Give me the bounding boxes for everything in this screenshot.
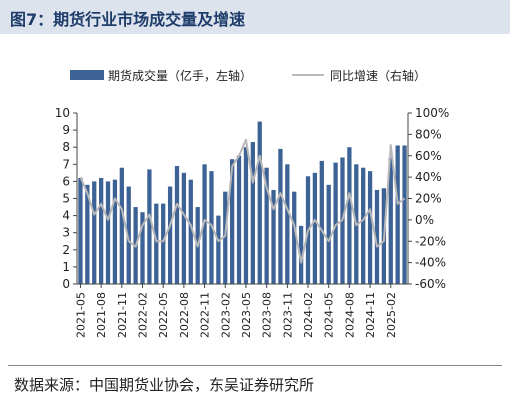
line-series [79,138,406,264]
bar-2024-11 [367,171,373,284]
x-tick-label: 2023-11 [281,292,294,338]
bar-2023-06 [250,142,255,284]
bar-2024-01 [298,225,304,284]
bar-series [78,121,407,284]
left-tick-label: 6 [62,174,70,188]
bar-2022-06 [167,186,173,284]
bar-2021-10 [112,179,118,284]
legend: 期货成交量（亿手，左轴） 同比增速（右轴） [70,68,426,83]
legend-swatch-bar [70,70,104,80]
left-tick-label: 1 [62,260,70,274]
left-tick-label: 0 [62,277,70,291]
x-tick-label: 2025-02 [385,292,398,338]
bar-2021-12 [126,186,131,284]
bar-2023-09 [271,189,276,284]
left-tick-label: 9 [62,123,70,137]
right-tick-label: 0% [415,213,434,227]
right-tick-label: -40% [415,256,446,270]
x-tick-label: 2024-08 [343,292,356,338]
bar-2023-03 [230,159,235,284]
bar-2021-11 [119,167,124,284]
x-tick-label: 2022-08 [178,292,191,338]
footer-rule [8,365,502,366]
x-tick-label: 2024-05 [323,292,336,338]
right-tick-label: -20% [415,234,446,248]
source-note: 数据来源：中国期货业协会，东吴证券研究所 [14,376,315,394]
bar-2024-12 [374,189,380,284]
bar-2024-08 [347,147,352,284]
bar-2021-06 [85,184,90,284]
bar-2022-02 [140,212,145,284]
left-tick-label: 4 [62,209,70,223]
x-tick-label: 2021-05 [74,292,87,338]
x-tick-label: 2022-02 [137,292,150,338]
x-tick-label: 2023-05 [240,292,253,338]
bar-2023-07 [257,121,262,284]
bar-2023-04 [236,155,242,284]
bar-2024-04 [319,160,324,284]
bar-2023-02 [223,191,228,284]
bar-2021-09 [105,181,111,284]
x-tick-label: 2023-02 [219,292,232,338]
legend-label-growth: 同比增速（右轴） [330,68,426,83]
right-tick-label: 40% [415,170,442,184]
bar-2022-11 [202,164,207,284]
bar-2021-07 [92,181,97,284]
x-tick-label: 2022-11 [199,292,212,338]
bar-2022-05 [161,203,166,284]
bar-2023-10 [278,148,283,284]
bar-2022-07 [174,166,180,284]
bar-2025-03 [395,145,400,284]
bar-2023-08 [264,167,269,284]
bar-2022-04 [154,203,159,284]
bar-2024-03 [312,172,318,284]
bar-2023-05 [243,147,249,284]
bar-2021-05 [78,177,83,284]
axes: 0 1 2 3 4 5 6 7 8 9 10 -60% -40% -20% 0% 20% 40% 60% 80% 10… [55,106,450,338]
right-tick-label: -60% [415,277,446,291]
left-tick-label: 8 [62,140,70,154]
bar-2024-05 [326,184,331,284]
right-tick-label: 20% [415,192,442,206]
figure-title: 图7：期货行业市场成交量及增速 [10,10,246,29]
bar-2024-10 [361,167,366,284]
bar-2024-06 [333,162,338,284]
left-tick-label: 10 [55,106,70,120]
x-tick-label: 2023-08 [261,292,274,338]
bar-2022-03 [147,169,152,284]
bar-2023-01 [216,215,221,284]
bar-2023-11 [285,164,290,284]
x-tick-label: 2024-02 [302,292,315,338]
x-tick-label: 2021-08 [95,292,108,338]
growth-line [79,138,406,264]
right-tick-label: 100% [415,106,449,120]
x-tick-label: 2024-11 [364,292,377,338]
x-tick-label: 2022-05 [157,292,170,338]
left-tick-label: 3 [62,226,70,240]
bar-2022-08 [181,172,187,284]
right-tick-label: 80% [415,127,442,141]
bar-2025-02 [388,157,393,284]
bar-2023-12 [292,191,297,284]
left-tick-label: 5 [62,192,70,206]
x-tick-label: 2021-11 [116,292,129,338]
bar-2025-04 [402,145,407,284]
legend-label-volume: 期货成交量（亿手，左轴） [108,68,252,83]
left-tick-label: 2 [62,243,70,257]
bar-2021-08 [99,177,104,284]
left-tick-label: 7 [62,157,70,171]
title-bar: 图7：期货行业市场成交量及增速 [0,0,510,34]
bar-2022-09 [188,179,193,284]
right-tick-label: 60% [415,149,442,163]
